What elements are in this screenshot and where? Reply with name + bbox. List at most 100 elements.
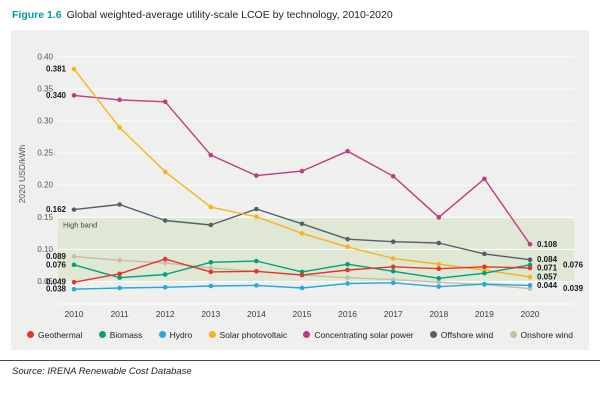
series-start-label-geothermal: 0.049 bbox=[46, 277, 67, 286]
series-start-label-hydro: 0.038 bbox=[46, 284, 67, 293]
series-start-label-biomass: 0.076 bbox=[46, 260, 67, 269]
x-tick-label: 2020 bbox=[521, 309, 540, 319]
data-point-offshore-wind bbox=[208, 222, 214, 227]
figure-title: Global weighted-average utility-scale LC… bbox=[66, 9, 393, 21]
data-point-concentrating-solar-power bbox=[254, 172, 259, 178]
lcoe-chart: 2020 USD/kWh High band 0.05 0.10 0.15 0.20 0.… bbox=[17, 52, 584, 319]
x-tick-label: 2018 bbox=[429, 309, 448, 319]
data-point-concentrating-solar-power bbox=[162, 99, 168, 104]
data-point-solar-photovoltaic bbox=[299, 230, 305, 236]
data-point-geothermal bbox=[299, 272, 305, 278]
y-tick-label: 0.35 bbox=[37, 84, 53, 93]
y-tick-label: 0.25 bbox=[37, 148, 53, 157]
data-point-onshore-wind bbox=[345, 274, 350, 280]
data-point-offshore-wind bbox=[390, 239, 396, 244]
data-point-hydro bbox=[482, 281, 487, 286]
legend-label-offshore-wind: Offshore wind bbox=[440, 329, 494, 340]
data-point-biomass bbox=[71, 262, 77, 267]
x-tick-label: 2017 bbox=[384, 309, 403, 319]
series-end-label-biomass: 0.076 bbox=[563, 260, 584, 269]
legend-dot-solar-photovoltaic bbox=[208, 331, 216, 339]
series-end-label-solar-photovoltaic: 0.057 bbox=[537, 272, 558, 281]
data-point-geothermal bbox=[482, 264, 487, 269]
y-tick-label: 0.40 bbox=[37, 52, 53, 61]
data-point-offshore-wind bbox=[71, 206, 77, 212]
data-point-hydro bbox=[527, 282, 533, 288]
series-start-label-solar-photovoltaic: 0.381 bbox=[46, 64, 67, 73]
x-tick-label: 2013 bbox=[201, 309, 220, 319]
data-point-concentrating-solar-power bbox=[482, 176, 487, 181]
data-point-hydro bbox=[299, 285, 305, 290]
series-start-label-onshore-wind: 0.089 bbox=[46, 252, 67, 261]
legend-label-hydro: Hydro bbox=[169, 329, 193, 340]
data-point-concentrating-solar-power bbox=[436, 214, 442, 220]
data-point-solar-photovoltaic bbox=[345, 244, 350, 249]
data-point-hydro bbox=[117, 285, 122, 290]
x-tick-label: 2011 bbox=[110, 309, 129, 319]
data-point-biomass bbox=[254, 258, 259, 263]
y-tick-label: 0.30 bbox=[37, 116, 53, 125]
data-point-onshore-wind bbox=[71, 253, 77, 259]
legend-label-biomass: Biomass bbox=[109, 329, 143, 340]
legend-item-hydro: Hydro bbox=[158, 329, 193, 340]
data-point-offshore-wind bbox=[254, 206, 259, 211]
legend-dot-offshore-wind bbox=[429, 331, 437, 339]
source-note: Source: IRENA Renewable Cost Database bbox=[0, 359, 600, 377]
data-point-offshore-wind bbox=[345, 236, 350, 242]
data-point-biomass bbox=[162, 271, 168, 277]
legend-dot-hydro bbox=[158, 331, 166, 339]
x-tick-label: 2010 bbox=[65, 309, 84, 319]
data-point-biomass bbox=[390, 268, 396, 274]
legend-label-geothermal: Geothermal bbox=[38, 329, 83, 340]
data-point-geothermal bbox=[162, 256, 168, 261]
x-tick-label: 2012 bbox=[156, 309, 175, 319]
legend-item-offshore-wind: Offshore wind bbox=[429, 329, 494, 340]
band-label: High band bbox=[63, 220, 97, 229]
data-point-solar-photovoltaic bbox=[482, 267, 487, 272]
series-end-label-offshore-wind: 0.084 bbox=[537, 255, 558, 264]
data-point-geothermal bbox=[208, 269, 214, 274]
series-end-label-hydro: 0.044 bbox=[537, 280, 558, 289]
data-point-geothermal bbox=[390, 264, 396, 269]
x-tick-label: 2015 bbox=[293, 309, 312, 319]
chart-panel: 2020 USD/kWh High band 0.05 0.10 0.15 0.20 0.… bbox=[11, 29, 589, 350]
legend-dot-concentrating-solar-power bbox=[303, 331, 311, 339]
data-point-solar-photovoltaic bbox=[117, 124, 122, 130]
data-point-biomass bbox=[482, 270, 487, 276]
series-start-label-concentrating-solar-power: 0.340 bbox=[46, 90, 67, 99]
data-point-offshore-wind bbox=[162, 217, 168, 223]
data-point-geothermal bbox=[254, 268, 259, 274]
x-tick-label: 2019 bbox=[475, 309, 494, 319]
data-point-biomass bbox=[117, 274, 122, 280]
data-point-offshore-wind bbox=[436, 240, 442, 245]
data-point-concentrating-solar-power bbox=[345, 148, 350, 154]
series-end-label-onshore-wind: 0.039 bbox=[563, 284, 584, 293]
data-point-hydro bbox=[162, 284, 168, 290]
data-point-hydro bbox=[254, 282, 259, 288]
data-point-hydro bbox=[208, 283, 214, 288]
data-point-biomass bbox=[345, 261, 350, 267]
data-point-concentrating-solar-power bbox=[117, 97, 122, 102]
legend-label-solar-photovoltaic: Solar photovoltaic bbox=[219, 329, 288, 340]
legend-item-biomass: Biomass bbox=[98, 329, 143, 340]
data-point-biomass bbox=[208, 259, 214, 265]
legend-dot-biomass bbox=[98, 331, 106, 339]
legend-dot-onshore-wind bbox=[509, 331, 517, 339]
data-point-solar-photovoltaic bbox=[71, 66, 77, 71]
series-end-label-geothermal: 0.071 bbox=[537, 263, 558, 272]
y-tick-label: 0.10 bbox=[37, 245, 53, 254]
data-point-concentrating-solar-power bbox=[299, 168, 305, 174]
data-point-hydro bbox=[345, 280, 350, 286]
data-point-onshore-wind bbox=[527, 285, 533, 291]
legend-label-onshore-wind: Onshore wind bbox=[520, 329, 573, 340]
x-tick-label: 2016 bbox=[338, 309, 357, 319]
data-point-biomass bbox=[436, 275, 442, 281]
data-point-hydro bbox=[71, 286, 77, 292]
data-point-solar-photovoltaic bbox=[208, 204, 214, 209]
series-end-label-concentrating-solar-power: 0.108 bbox=[537, 239, 558, 248]
data-point-offshore-wind bbox=[299, 221, 305, 226]
legend: Geothermal Biomass Hydro Solar photovoltaic… bbox=[11, 326, 589, 350]
data-point-geothermal bbox=[117, 271, 122, 276]
data-point-concentrating-solar-power bbox=[527, 241, 533, 247]
